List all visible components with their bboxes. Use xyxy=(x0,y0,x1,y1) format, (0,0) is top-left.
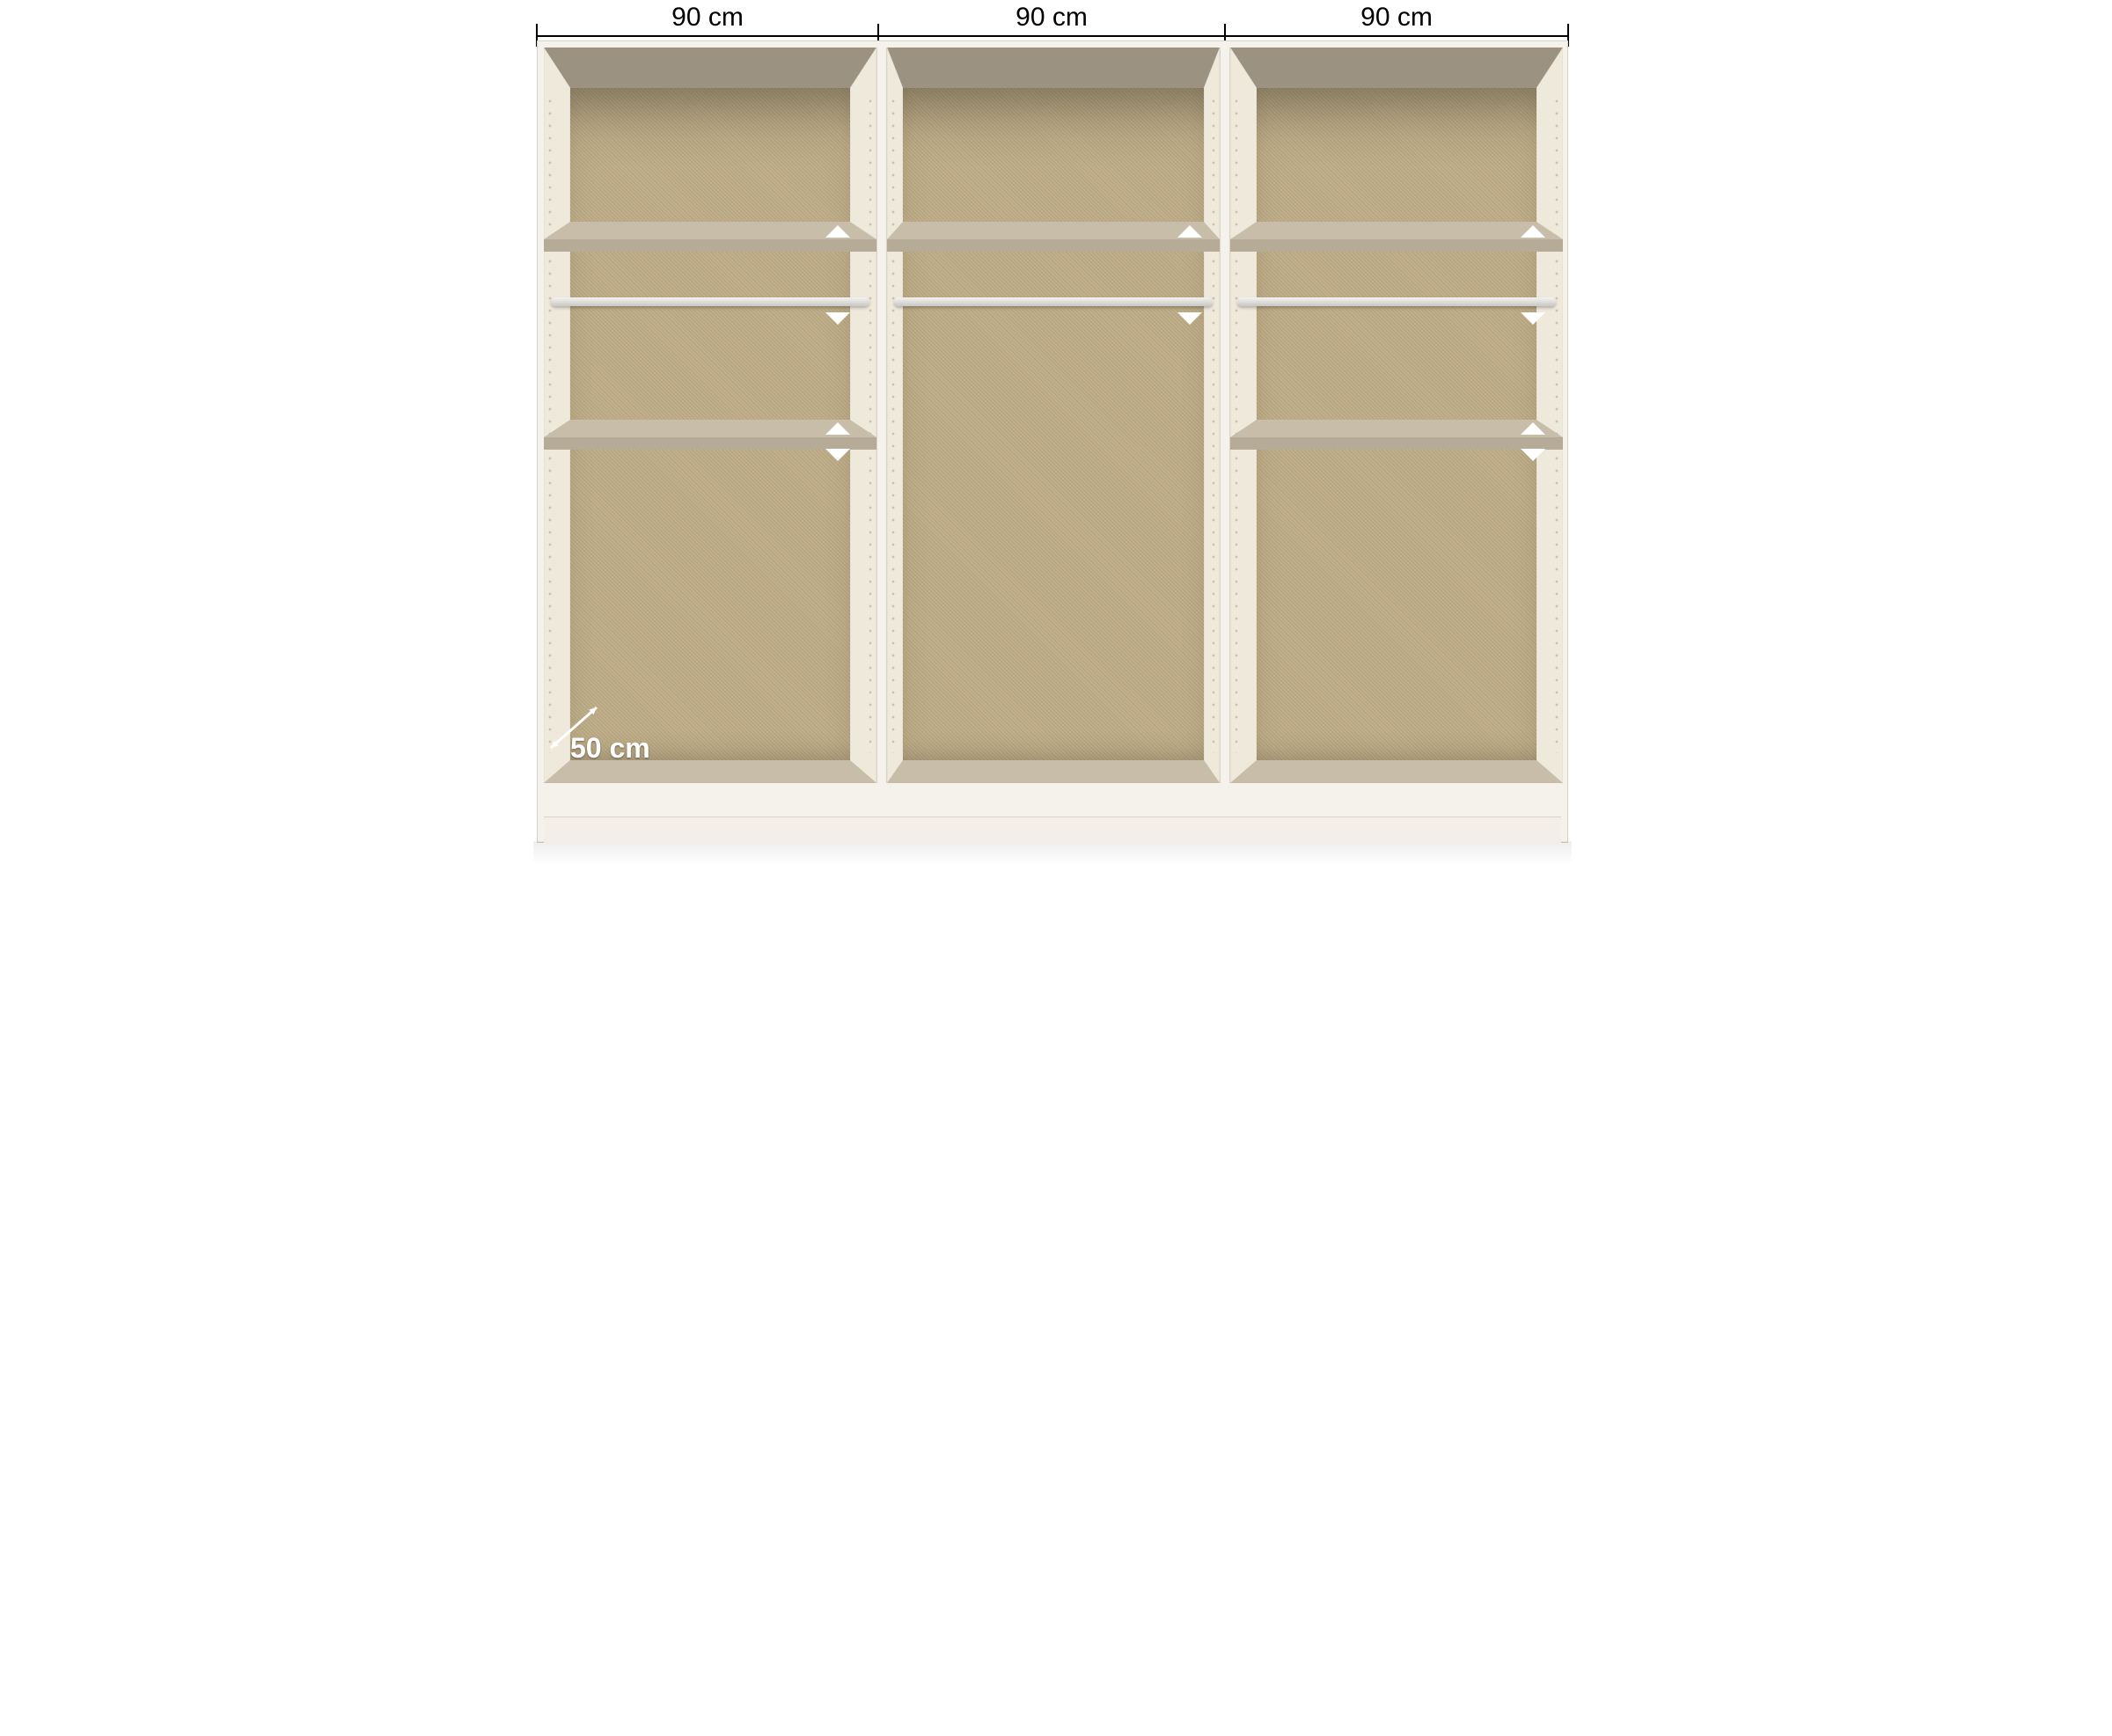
section-ceiling xyxy=(1230,48,1563,88)
floor-shadow xyxy=(533,841,1572,864)
wardrobe-plinth xyxy=(544,817,1561,844)
peg-holes xyxy=(891,95,896,753)
triangle-down-icon xyxy=(825,312,850,325)
section-ceiling xyxy=(887,48,1220,88)
shelf xyxy=(1230,420,1563,450)
peg-holes xyxy=(1211,95,1216,753)
shelf xyxy=(1230,222,1563,252)
section-back-panel xyxy=(903,88,1204,760)
triangle-down-icon xyxy=(1521,449,1545,461)
triangle-up-icon xyxy=(1177,225,1202,238)
dimension-line-top xyxy=(537,35,1568,37)
triangle-down-icon xyxy=(1521,312,1545,325)
dimension-label: 90 cm xyxy=(878,3,1225,33)
triangle-up-icon xyxy=(1521,225,1545,238)
hanging-rail xyxy=(551,297,869,306)
section-floor xyxy=(1230,760,1563,783)
hanging-rail xyxy=(1237,297,1556,306)
divider-panel xyxy=(1220,48,1230,783)
section-ceiling xyxy=(544,48,876,88)
triangle-up-icon xyxy=(825,225,850,238)
triangle-up-icon xyxy=(1521,422,1545,435)
dimension-label: 90 cm xyxy=(1225,3,1568,33)
triangle-down-icon xyxy=(825,449,850,461)
wardrobe-dimension-diagram: 90 cm90 cm90 cm50 cm xyxy=(528,0,1584,868)
section-floor xyxy=(887,760,1220,783)
triangle-down-icon xyxy=(1177,312,1202,325)
divider-panel xyxy=(876,48,887,783)
hanging-rail xyxy=(894,297,1213,306)
depth-label: 50 cm xyxy=(570,732,650,765)
shelf xyxy=(887,222,1220,252)
triangle-up-icon xyxy=(825,422,850,435)
dimension-label: 90 cm xyxy=(537,3,878,33)
